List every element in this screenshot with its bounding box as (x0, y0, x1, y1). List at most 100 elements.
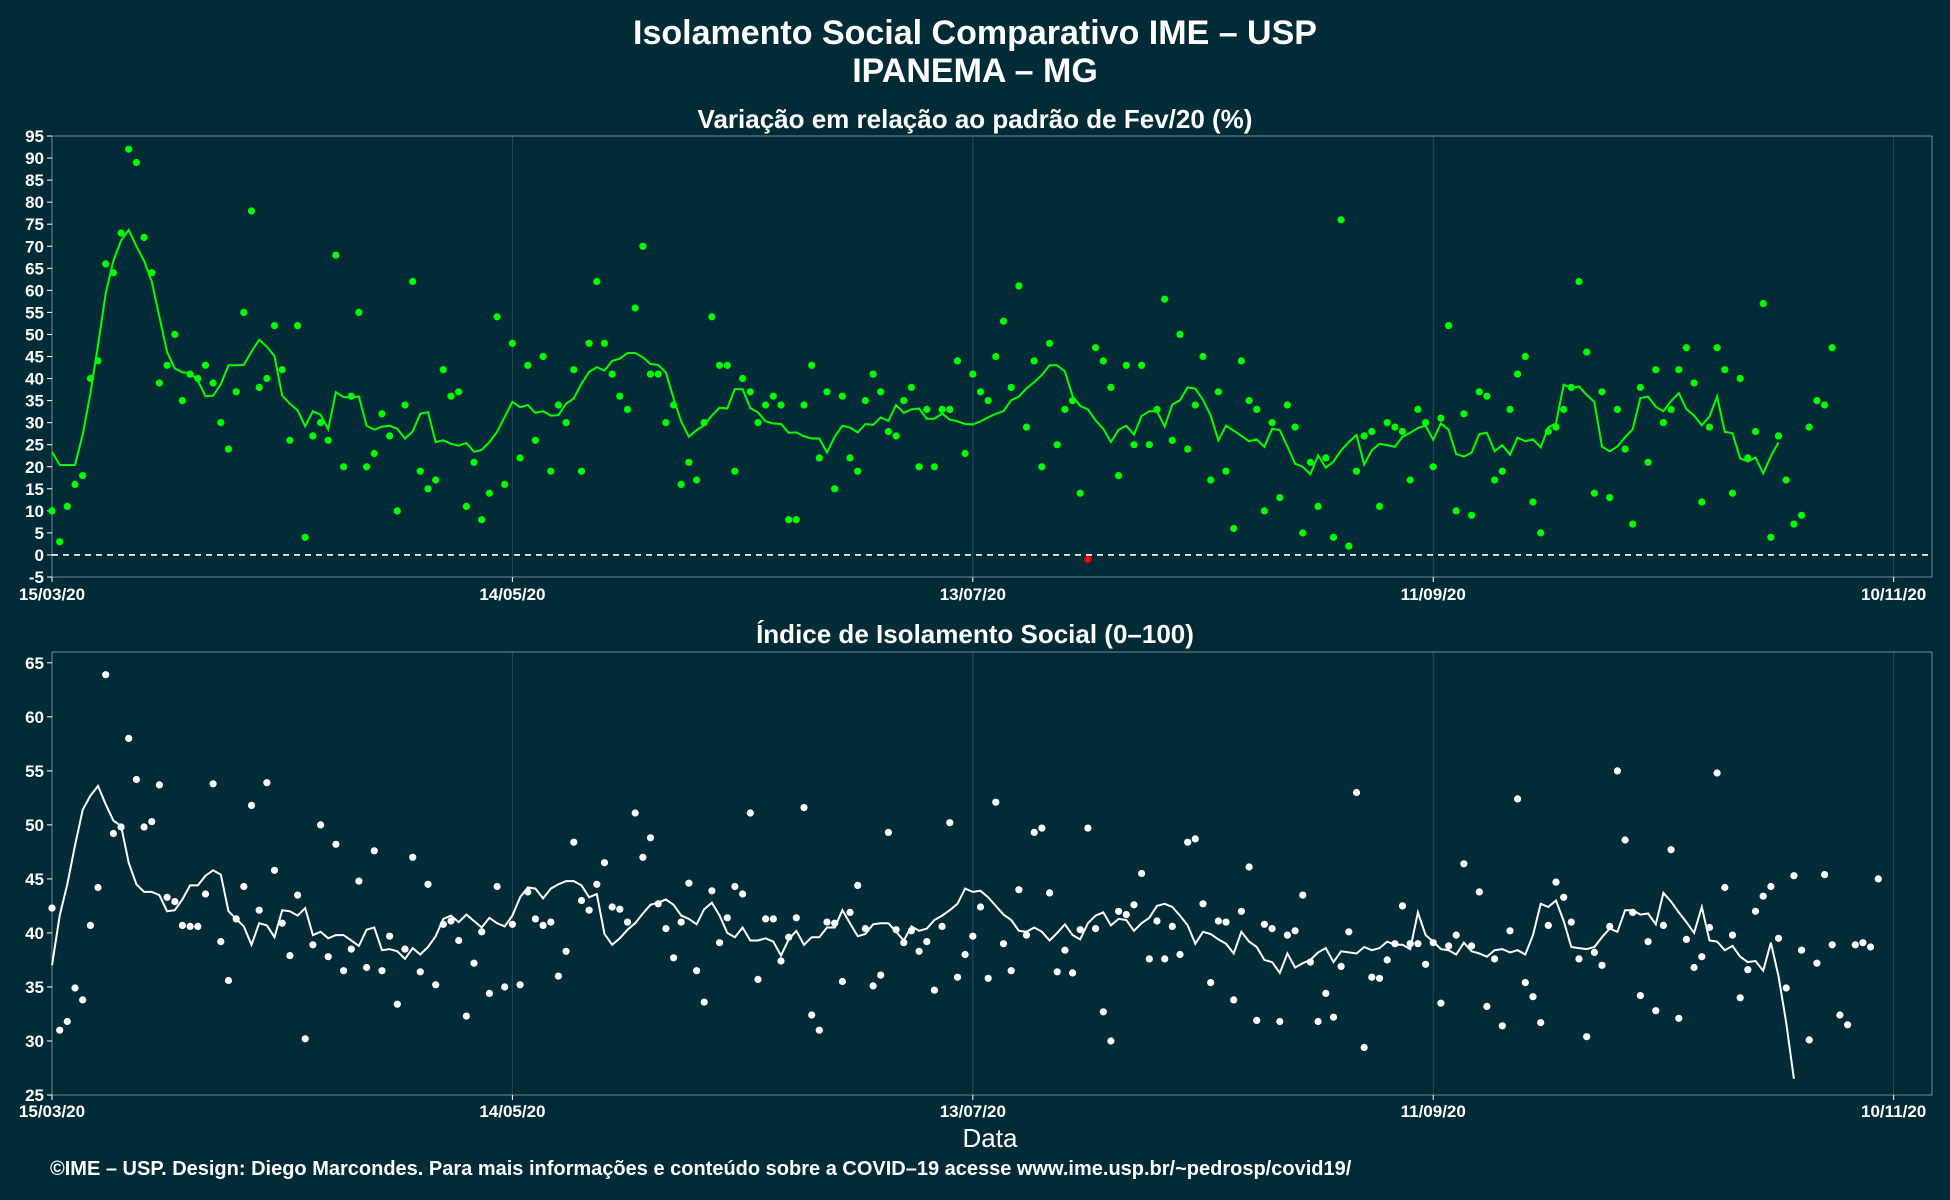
top-data-point (946, 405, 954, 413)
top-data-point (455, 388, 463, 396)
bottom-data-point (585, 906, 593, 914)
top-data-point (777, 401, 785, 409)
bottom-data-point (1721, 883, 1729, 892)
top-y-tick-label: 30 (25, 414, 44, 433)
top-y-tick-label: 70 (25, 237, 44, 256)
top-data-point (547, 467, 555, 475)
top-data-point (1276, 494, 1284, 502)
top-data-point (155, 379, 163, 387)
top-data-point (1375, 502, 1384, 510)
top-data-point (63, 502, 71, 510)
top-data-point (1498, 467, 1506, 475)
bottom-data-point (424, 880, 432, 888)
top-data-point (79, 472, 87, 480)
bottom-data-point (1767, 882, 1775, 891)
bottom-data-point (554, 972, 563, 980)
bottom-data-point (409, 853, 417, 861)
top-data-point (1253, 405, 1261, 413)
top-data-point (1659, 419, 1667, 427)
top-data-point (1414, 405, 1422, 413)
bottom-data-point (1652, 1007, 1660, 1015)
chart-title-line2: IPANEMA – MG (852, 52, 1098, 90)
top-x-tick-label: 10/11/20 (1861, 585, 1926, 604)
top-data-point (1475, 388, 1483, 396)
top-data-point (1268, 419, 1276, 427)
bottom-data-point (1583, 1033, 1591, 1041)
top-data-point (1460, 410, 1468, 418)
bottom-panel-title: Índice de Isolamento Social (0–100) (756, 619, 1194, 649)
bottom-data-point (1798, 946, 1806, 954)
top-y-tick-label: 20 (25, 458, 44, 477)
bottom-data-point (1468, 942, 1476, 950)
top-data-point (1360, 432, 1368, 440)
top-data-point (1606, 494, 1614, 502)
bottom-data-point (1138, 869, 1146, 878)
top-data-point (1713, 344, 1721, 352)
top-data-point (808, 361, 816, 369)
top-data-point (915, 463, 923, 471)
bottom-data-point (547, 918, 555, 926)
top-data-point (462, 502, 470, 510)
bottom-data-point (109, 829, 117, 838)
bottom-data-point (1030, 828, 1038, 837)
bottom-data-point (531, 915, 540, 923)
top-data-point (1122, 361, 1130, 369)
top-data-point (270, 322, 279, 330)
top-data-point (769, 392, 777, 400)
bottom-data-point (1636, 992, 1644, 1000)
bottom-data-point (1844, 1021, 1852, 1029)
bottom-data-point (140, 823, 148, 831)
bottom-data-point (1521, 979, 1529, 987)
bottom-y-tick-label: 30 (25, 1032, 44, 1051)
top-data-point (1828, 344, 1836, 352)
bottom-data-point (869, 982, 877, 990)
bottom-y-tick-label: 55 (25, 762, 44, 781)
top-data-point (1368, 427, 1376, 436)
bottom-data-point (455, 936, 463, 945)
bottom-data-point (485, 989, 493, 998)
bottom-data-point (1329, 1013, 1338, 1021)
top-data-point (1767, 533, 1775, 541)
top-data-point (1260, 507, 1268, 515)
top-data-point (1322, 454, 1330, 462)
bottom-data-point (186, 922, 194, 931)
bottom-data-point (94, 883, 102, 892)
bottom-data-point (1782, 984, 1790, 992)
top-data-point (301, 533, 309, 541)
top-data-point (1644, 458, 1652, 466)
top-data-point (524, 361, 532, 369)
bottom-data-point (608, 903, 616, 911)
top-data-point (600, 339, 609, 347)
top-data-point (1092, 344, 1100, 352)
bottom-data-point (1736, 994, 1744, 1002)
bottom-data-point (877, 971, 885, 979)
bottom-data-point (746, 809, 754, 817)
top-data-point (363, 463, 371, 471)
bottom-plot-frame (51, 651, 1933, 1096)
bottom-data-point (1022, 931, 1031, 939)
top-data-point (439, 366, 447, 374)
bottom-data-point (79, 996, 87, 1004)
top-data-point (892, 432, 900, 440)
bottom-data-point (915, 947, 923, 955)
top-data-point (1161, 295, 1169, 303)
top-data-point (992, 352, 1000, 361)
top-data-point (1291, 423, 1299, 431)
top-data-point (317, 419, 325, 427)
top-data-point (1675, 366, 1683, 374)
top-data-point (1345, 542, 1353, 550)
top-data-point (340, 463, 348, 471)
top-data-point (900, 397, 908, 405)
top-data-point (1629, 520, 1637, 528)
bottom-y-tick-label: 25 (25, 1086, 44, 1105)
top-data-point (746, 388, 754, 396)
bottom-data-point (1713, 769, 1721, 777)
bottom-data-point (616, 905, 624, 913)
bottom-data-point (132, 775, 140, 784)
bottom-data-point (739, 890, 747, 898)
top-data-point (869, 370, 877, 378)
bottom-data-point (1821, 871, 1829, 879)
top-y-tick-label: 40 (25, 370, 44, 389)
bottom-data-point (416, 968, 424, 976)
